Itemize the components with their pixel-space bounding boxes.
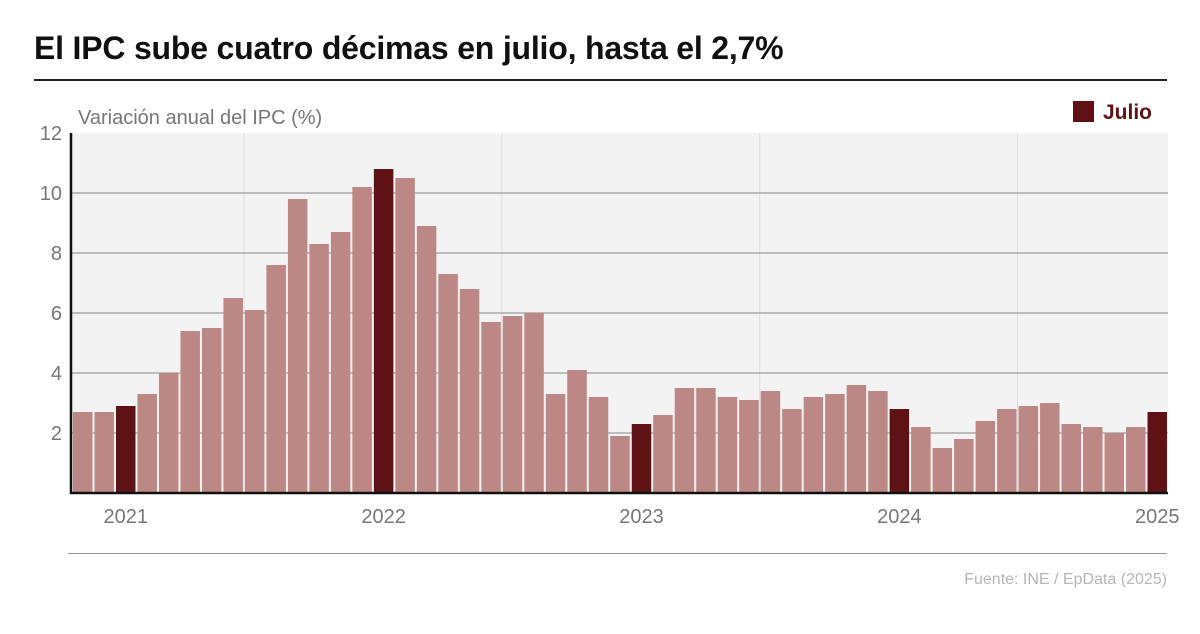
legend-swatch bbox=[1073, 101, 1094, 122]
bar bbox=[244, 310, 265, 493]
bar bbox=[287, 199, 308, 493]
bar bbox=[137, 394, 157, 493]
source-note: Fuente: INE / EpData (2025) bbox=[964, 571, 1167, 588]
bar bbox=[459, 289, 480, 493]
bar bbox=[868, 391, 888, 493]
bar bbox=[975, 421, 996, 493]
bar bbox=[653, 415, 673, 493]
y-tick-label: 8 bbox=[51, 243, 62, 265]
y-tick-label: 4 bbox=[51, 363, 62, 385]
bar bbox=[997, 409, 1017, 493]
bar bbox=[158, 373, 179, 493]
bar bbox=[502, 316, 523, 493]
y-tick-labels: 2 4 6 8 10 12 bbox=[40, 123, 62, 445]
bar bbox=[352, 187, 372, 493]
bar bbox=[524, 313, 544, 493]
bar-july bbox=[1147, 412, 1167, 493]
legend-label: Julio bbox=[1103, 101, 1152, 124]
bar bbox=[1018, 406, 1039, 493]
bar bbox=[223, 298, 243, 493]
x-tick-label: 2025 bbox=[1135, 506, 1180, 528]
bar bbox=[760, 391, 781, 493]
bar bbox=[610, 436, 630, 493]
bar bbox=[567, 370, 587, 493]
bar bbox=[330, 232, 351, 493]
y-tick-label: 12 bbox=[40, 123, 62, 145]
bar bbox=[266, 265, 286, 493]
footer-divider bbox=[68, 553, 1167, 554]
bar bbox=[545, 394, 566, 493]
bar bbox=[1126, 427, 1146, 493]
y-tick-label: 6 bbox=[51, 303, 62, 325]
title-divider bbox=[34, 79, 1167, 81]
bar bbox=[696, 388, 716, 493]
x-tick-label: 2024 bbox=[877, 506, 922, 528]
bar-july bbox=[115, 406, 136, 493]
bar bbox=[782, 409, 802, 493]
bar-july bbox=[631, 424, 652, 493]
bar bbox=[803, 397, 824, 493]
chart-title: El IPC sube cuatro décimas en julio, has… bbox=[34, 30, 784, 66]
y-tick-label: 10 bbox=[40, 183, 62, 205]
x-tick-label: 2022 bbox=[361, 506, 406, 528]
bar bbox=[416, 226, 437, 493]
bar bbox=[674, 388, 695, 493]
bar bbox=[825, 394, 845, 493]
bar bbox=[201, 328, 222, 493]
bars bbox=[73, 169, 1167, 493]
bar-july bbox=[373, 169, 394, 493]
bar bbox=[180, 331, 200, 493]
bar bbox=[73, 412, 93, 493]
bar bbox=[481, 322, 501, 493]
y-axis-label: Variación anual del IPC (%) bbox=[78, 107, 322, 129]
bar bbox=[94, 412, 114, 493]
bar bbox=[588, 397, 609, 493]
x-tick-label: 2021 bbox=[103, 506, 148, 528]
bar bbox=[846, 385, 867, 493]
bar bbox=[395, 178, 415, 493]
bar bbox=[1040, 403, 1060, 493]
x-tick-labels: 2021 2022 2023 2024 2025 bbox=[103, 506, 1179, 528]
bar-july bbox=[889, 409, 910, 493]
bar bbox=[1104, 433, 1125, 493]
bar bbox=[717, 397, 738, 493]
bar bbox=[1083, 427, 1103, 493]
y-tick-label: 2 bbox=[51, 423, 62, 445]
bar bbox=[438, 274, 458, 493]
bar bbox=[739, 400, 759, 493]
x-tick-label: 2023 bbox=[619, 506, 664, 528]
bar bbox=[954, 439, 974, 493]
bar bbox=[911, 427, 931, 493]
bar bbox=[309, 244, 329, 493]
bar bbox=[1061, 424, 1082, 493]
bar bbox=[932, 448, 953, 493]
